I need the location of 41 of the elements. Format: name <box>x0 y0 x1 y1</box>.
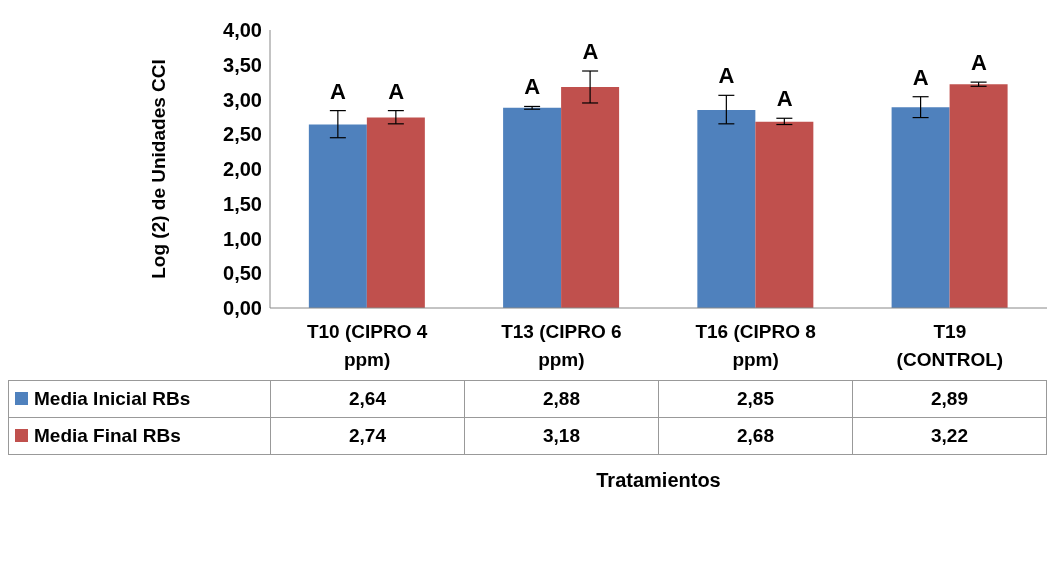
annotation: A <box>388 78 405 104</box>
x-tick-label: T19 (CONTROL) <box>896 321 1004 370</box>
y-tick-label: 2,50 <box>223 123 262 146</box>
y-tick-label: 1,50 <box>223 192 262 215</box>
bar <box>891 107 950 308</box>
data-label: 2,88 <box>464 380 659 418</box>
bar <box>308 124 367 308</box>
bar <box>949 84 1008 308</box>
y-tick-label: 1,00 <box>223 227 262 250</box>
annotation: A <box>582 39 599 65</box>
x-axis-title: Tratamientos <box>595 469 722 492</box>
bar <box>503 107 562 308</box>
x-tick-label: T13 (CIPRO 6 ppm) <box>501 321 622 370</box>
y-tick-label: 2,00 <box>223 158 262 181</box>
annotation: A <box>912 64 929 90</box>
bar <box>561 86 620 308</box>
data-label: 2,74 <box>270 417 465 455</box>
annotation: A <box>776 86 793 112</box>
data-label: 2,64 <box>270 380 465 418</box>
data-label: 3,22 <box>852 417 1047 455</box>
legend-label: Media Final RBs <box>8 417 271 455</box>
y-tick-label: 3,00 <box>223 88 262 111</box>
x-tick-label: T10 (CIPRO 4 ppm) <box>306 321 428 370</box>
annotation: A <box>524 74 541 100</box>
x-tick-label: T16 (CIPRO 8 ppm) <box>695 321 816 370</box>
data-label: 3,18 <box>464 417 659 455</box>
data-label: 2,89 <box>852 380 1047 418</box>
y-tick-label: 0,50 <box>223 262 262 285</box>
data-label: 2,85 <box>658 380 853 418</box>
y-tick-label: 4,00 <box>223 19 262 42</box>
data-label: 2,68 <box>658 417 853 455</box>
bar <box>366 117 425 308</box>
annotation: A <box>718 63 735 89</box>
annotation: A <box>330 78 347 104</box>
legend-label: Media Inicial RBs <box>8 380 271 418</box>
y-tick-label: 3,50 <box>223 53 262 76</box>
bar <box>755 121 814 308</box>
y-axis-title: Log (2) de Unidades CCI <box>147 59 169 279</box>
bar <box>697 109 756 308</box>
y-tick-label: 0,00 <box>223 297 262 320</box>
annotation: A <box>971 50 988 76</box>
